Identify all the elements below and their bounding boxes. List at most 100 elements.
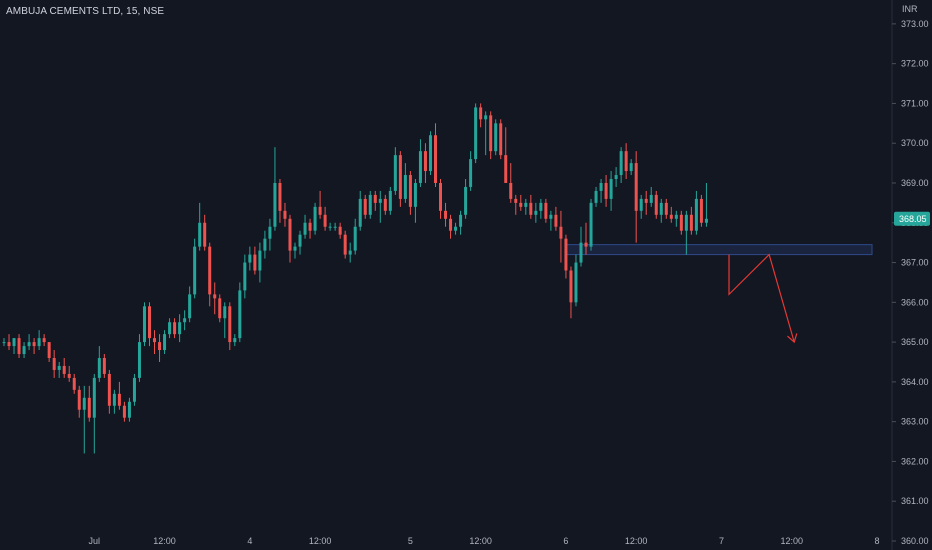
candle-body	[639, 198, 643, 211]
candle	[373, 190, 377, 211]
candle-body	[12, 338, 16, 347]
candle	[203, 214, 207, 251]
candle	[654, 190, 658, 219]
candle-body	[579, 242, 583, 263]
candle	[253, 246, 257, 275]
candle	[77, 385, 81, 418]
candle-body	[444, 210, 448, 219]
candle-body	[699, 198, 703, 223]
candle-body	[464, 186, 468, 215]
time-tick-label: 7	[719, 536, 724, 546]
candle	[7, 334, 11, 351]
candle-body	[338, 226, 342, 235]
candle	[47, 342, 51, 362]
candle-body	[454, 226, 458, 231]
candle-body	[393, 155, 397, 191]
support-zone-2[interactable]	[565, 244, 873, 256]
candle	[72, 373, 76, 394]
candle-body	[634, 163, 638, 211]
projection-line[interactable]	[728, 253, 795, 343]
candle	[539, 198, 543, 219]
projection-arrowhead	[787, 333, 798, 344]
candle-body	[649, 194, 653, 203]
candle	[303, 214, 307, 239]
candle-body	[193, 246, 197, 295]
candle	[398, 151, 402, 207]
candle	[198, 202, 202, 251]
candle	[599, 179, 603, 203]
candle-body	[484, 115, 488, 120]
price-tick-label: 373.00	[901, 19, 929, 29]
candle-body	[529, 202, 533, 215]
price-tick-label: 360.00	[901, 536, 929, 546]
candle	[433, 123, 437, 187]
candle	[163, 330, 167, 355]
time-tick-label: 12:00	[153, 536, 176, 546]
candle	[348, 242, 352, 263]
candle	[609, 171, 613, 211]
candle	[22, 342, 26, 359]
candle	[273, 147, 277, 231]
candle	[27, 334, 31, 351]
candle	[323, 206, 327, 231]
candle	[413, 179, 417, 223]
candle	[499, 119, 503, 160]
candle	[423, 143, 427, 183]
price-tick-label: 370.00	[901, 138, 929, 148]
candle	[659, 198, 663, 223]
candle	[117, 381, 121, 410]
candle	[363, 194, 367, 219]
candle-body	[288, 218, 292, 251]
candle-body	[323, 214, 327, 227]
candle-body	[278, 182, 282, 211]
candle-body	[408, 175, 412, 207]
candle-body	[368, 194, 372, 215]
candle	[634, 151, 638, 243]
candle	[238, 282, 242, 343]
candle	[459, 210, 463, 235]
candle-body	[479, 107, 483, 120]
candle	[388, 186, 392, 215]
candle	[308, 218, 312, 239]
candle-body	[388, 190, 392, 211]
candle-body	[659, 202, 663, 215]
candle-body	[37, 338, 41, 347]
candle	[619, 147, 623, 183]
candle-body	[198, 222, 202, 247]
candle	[132, 373, 136, 406]
candle	[378, 190, 382, 223]
candle	[689, 206, 693, 235]
candle	[529, 194, 533, 219]
candle	[228, 302, 232, 351]
currency-label: INR	[902, 4, 918, 14]
candle-body	[127, 401, 131, 418]
candle	[92, 373, 96, 454]
candle	[42, 334, 46, 347]
candle	[444, 202, 448, 227]
candle	[614, 167, 618, 187]
candle	[664, 198, 668, 219]
candle	[524, 198, 528, 215]
candle	[208, 242, 212, 307]
candle	[218, 294, 222, 323]
candle-body	[77, 389, 81, 410]
candle	[584, 222, 588, 255]
candle-body	[218, 298, 222, 319]
price-tick-label: 372.00	[901, 59, 929, 69]
candle	[107, 369, 111, 414]
candle	[112, 389, 116, 414]
candle-body	[413, 182, 417, 207]
candle	[258, 242, 262, 283]
candle-body	[183, 318, 187, 323]
candle-body	[654, 194, 658, 215]
candle-body	[102, 358, 106, 374]
candle	[168, 318, 172, 339]
candle-body	[679, 214, 683, 231]
candle-body	[629, 163, 633, 172]
candle	[183, 310, 187, 331]
last-price-tag-label: 368.05	[899, 214, 927, 224]
price-tick-label: 367.00	[901, 258, 929, 268]
candle	[428, 131, 432, 176]
